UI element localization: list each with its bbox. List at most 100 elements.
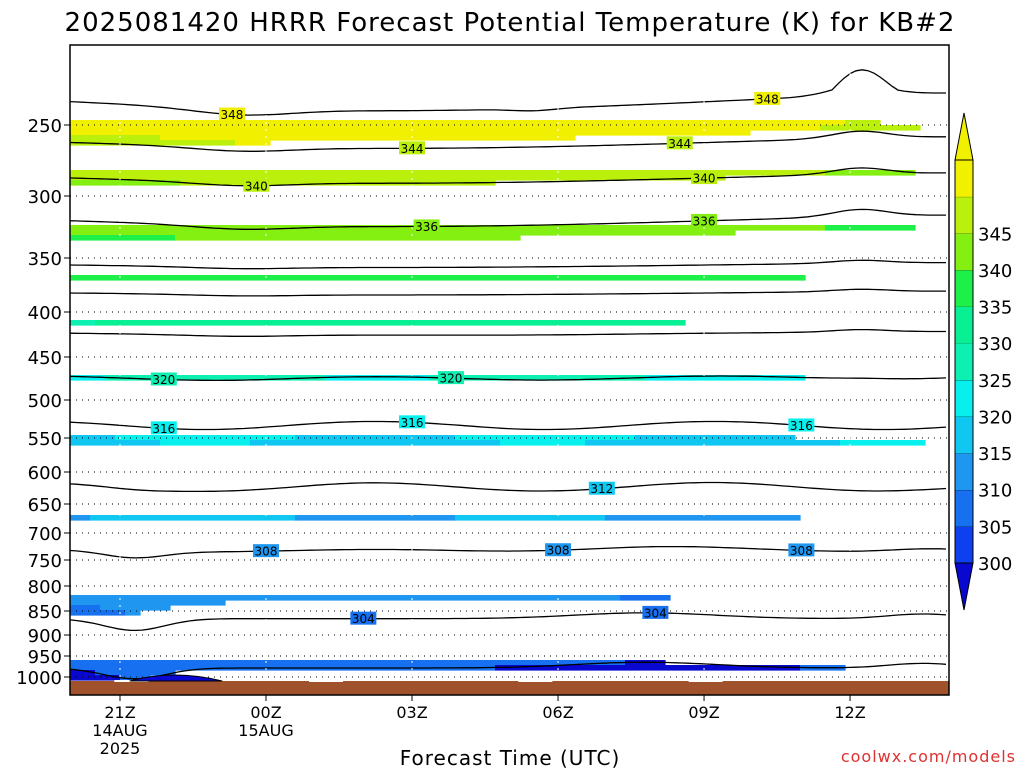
ground-strip — [70, 681, 949, 695]
theta-cell — [840, 440, 926, 446]
contour-label: 308 — [790, 544, 813, 558]
y-tick-label: 500 — [28, 391, 62, 412]
y-tick-label: 950 — [28, 647, 62, 668]
x-tick-label: 21Z — [104, 703, 135, 722]
contour-line-340 — [70, 167, 946, 187]
contour-label-bg — [691, 171, 718, 185]
colorbar-bin — [955, 343, 973, 381]
contour-label: 316 — [401, 416, 424, 430]
contour-label: 316 — [152, 422, 175, 436]
contour-label: 316 — [790, 419, 813, 433]
theta-cell — [70, 175, 726, 181]
cold-pocket — [129, 674, 223, 682]
theta-cell — [180, 180, 496, 186]
theta-cell — [105, 375, 326, 381]
contour-label: 344 — [668, 137, 691, 151]
plot-frame — [69, 44, 950, 696]
contour-label: 312 — [590, 482, 613, 496]
colorbar-over-arrow — [954, 112, 974, 161]
colorbar-bin — [955, 526, 973, 564]
x-tick-label: 03Z — [396, 703, 427, 722]
contour-line-344 — [70, 130, 946, 152]
x-tick-label: 00Z — [250, 703, 281, 722]
theta-cell — [70, 660, 626, 666]
colorbar-bin — [955, 306, 973, 344]
contour-label: 340 — [693, 172, 716, 186]
y-tick-label: 1000 — [16, 668, 62, 689]
contour-label-bg — [150, 421, 177, 435]
theta-cell — [70, 675, 121, 681]
colorbar: 300 305 310 315 320 325 330 335 340 345 — [954, 112, 1012, 611]
contour-label: 336 — [415, 220, 438, 234]
theta-cell — [605, 515, 801, 521]
contour-label: 308 — [255, 545, 278, 559]
contour-label: 320 — [440, 372, 463, 386]
theta-cell — [70, 125, 821, 131]
theta-cell — [90, 515, 296, 521]
contour-label: 308 — [547, 544, 570, 558]
theta-cell — [70, 275, 806, 281]
theta-cell — [825, 225, 916, 231]
theta-cell — [295, 515, 456, 521]
x-tick-label: 09Z — [688, 703, 719, 722]
theta-cell — [70, 605, 101, 611]
contour-label-bg — [253, 544, 280, 558]
theta-cell — [70, 235, 176, 241]
colorbar-label: 335 — [978, 298, 1012, 319]
theta-cell — [70, 440, 161, 446]
y-tick-label: 550 — [28, 429, 62, 450]
contour-line-324 — [70, 328, 946, 337]
contour-line-304 — [70, 612, 947, 632]
theta-cell — [70, 610, 126, 616]
contour-label-bg — [413, 219, 440, 233]
contour-line-328 — [70, 288, 946, 297]
contour-label: 304 — [352, 612, 375, 626]
theta-cell — [115, 435, 296, 441]
theta-cell — [95, 320, 686, 326]
contour-line-300 — [70, 661, 947, 680]
grid — [70, 45, 949, 695]
y-tick-label: 450 — [28, 348, 62, 369]
theta-cell — [500, 440, 586, 446]
theta-cell — [585, 440, 841, 446]
contour-line-332 — [70, 259, 946, 270]
colorbar-bin — [955, 453, 973, 491]
x-tick-date: 14AUG — [92, 721, 147, 740]
theta-cell — [95, 670, 176, 676]
theta-cell — [455, 435, 636, 441]
colorbar-label: 325 — [978, 371, 1012, 392]
contour-label-bg — [243, 178, 270, 192]
theta-cell — [70, 435, 116, 441]
colorbar-bin — [955, 269, 973, 307]
contour-label-bg — [788, 543, 815, 557]
contour-label: 340 — [245, 179, 268, 193]
colorbar-under-arrow — [954, 562, 974, 611]
theta-cell — [100, 605, 171, 611]
theta-cell — [70, 600, 226, 606]
y-tick-label: 900 — [28, 626, 62, 647]
colorbar-label: 310 — [978, 481, 1012, 502]
y-tick-label: 650 — [28, 495, 62, 516]
contour-label: 336 — [693, 214, 716, 228]
theta-cell — [175, 235, 521, 241]
contour-line-320 — [70, 375, 947, 382]
contour-line-348 — [70, 69, 946, 116]
contour-labels: 304 304 308 308 308 312 316 316 316 320 320 336 336 3… — [150, 91, 815, 626]
y-tick-label: 300 — [28, 187, 62, 208]
contour-label: 304 — [644, 606, 667, 620]
theta-cell — [455, 515, 606, 521]
theta-cell — [70, 120, 846, 126]
contour-label: 348 — [220, 108, 243, 122]
theta-cell — [250, 440, 501, 446]
x-tick-label: 12Z — [834, 703, 865, 722]
y-axis: 250 300 350 400 450 500 550 600 650 700 750 800 850 9… — [16, 116, 70, 689]
y-tick-label: 800 — [28, 577, 62, 598]
theta-cell — [70, 180, 181, 186]
theta-cell — [160, 135, 576, 141]
y-tick-label: 400 — [28, 303, 62, 324]
contour-label-bg — [399, 415, 426, 429]
theta-cell — [125, 610, 141, 616]
colorbar-bin — [955, 196, 973, 234]
